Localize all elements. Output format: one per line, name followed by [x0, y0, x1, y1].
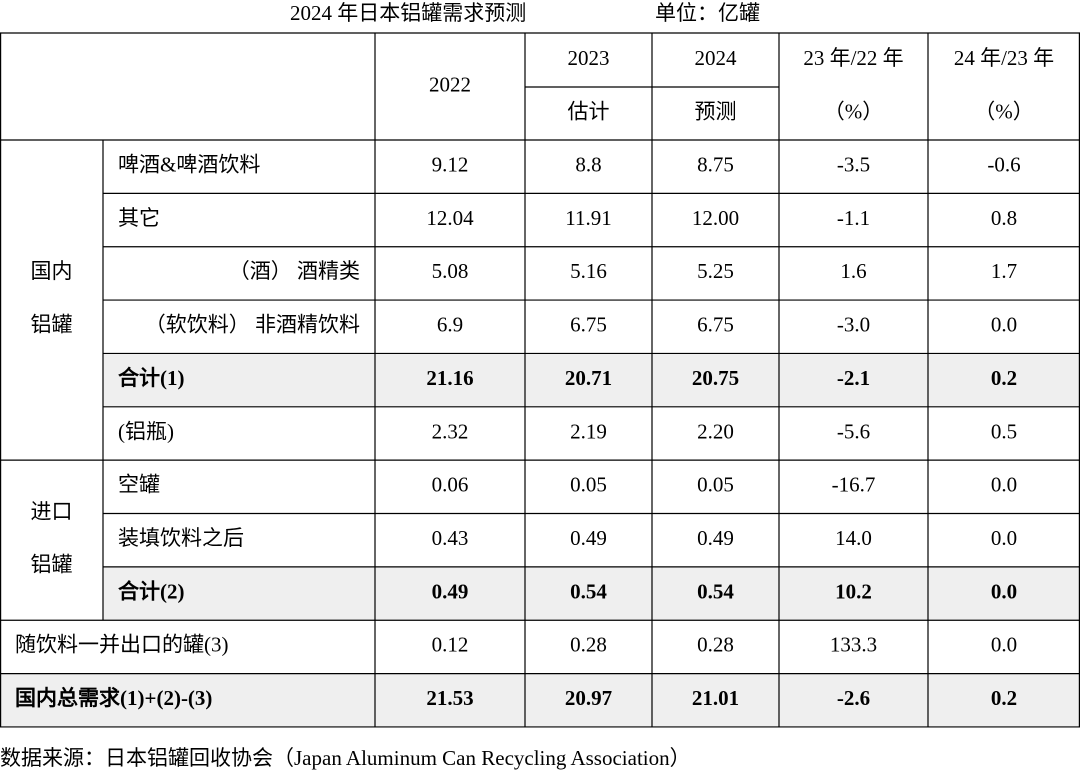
- cell: -2.1: [837, 366, 870, 390]
- cell: 0.0: [991, 526, 1017, 550]
- row-label: 啤酒&啤酒饮料: [118, 152, 260, 176]
- unit: 单位：亿罐: [655, 1, 760, 25]
- cell: 1.7: [991, 259, 1017, 283]
- column-header: （%）: [974, 99, 1034, 123]
- cell: 9.12: [432, 152, 469, 176]
- cell: 0.5: [991, 419, 1017, 443]
- row-label: 合计(1): [118, 366, 185, 390]
- cell: -0.6: [987, 152, 1020, 176]
- cell: 0.05: [570, 473, 607, 497]
- cell: 6.75: [697, 313, 734, 337]
- cell: 20.97: [565, 686, 612, 710]
- cell: 0.0: [991, 633, 1017, 657]
- row-label: 其它: [118, 206, 160, 230]
- cell: 20.75: [692, 366, 739, 390]
- row-label: （软饮料） 非酒精饮料: [145, 313, 360, 337]
- cell: 6.75: [570, 313, 607, 337]
- cell: 20.71: [565, 366, 612, 390]
- column-header: 24 年/23 年: [954, 46, 1054, 70]
- cell: -2.6: [837, 686, 870, 710]
- cell: 0.05: [697, 473, 734, 497]
- cell: 14.0: [835, 526, 872, 550]
- cell: 2.19: [570, 419, 607, 443]
- cell: -3.0: [837, 313, 870, 337]
- cell: 0.49: [570, 526, 607, 550]
- column-header: 2024: [695, 46, 738, 70]
- group-label: 铝罐: [31, 553, 73, 577]
- cell: -3.5: [837, 152, 870, 176]
- group-label: 铝罐: [31, 313, 73, 337]
- row-label: (铝瓶): [118, 419, 174, 443]
- group-label: 国内: [31, 259, 73, 283]
- cell: 0.28: [697, 633, 734, 657]
- cell: 10.2: [835, 579, 872, 603]
- cell: 0.0: [991, 579, 1017, 603]
- row-label: 空罐: [118, 473, 160, 497]
- group-label: 进口: [31, 499, 73, 523]
- cell: 5.16: [570, 259, 607, 283]
- column-header: 2022: [429, 72, 471, 96]
- cell: -16.7: [832, 473, 876, 497]
- cell: -1.1: [837, 206, 870, 230]
- cell: 0.12: [432, 633, 469, 657]
- cell: 0.54: [697, 579, 734, 603]
- cell: 6.9: [437, 313, 463, 337]
- row-label: 随饮料一并出口的罐(3): [15, 633, 229, 657]
- cell: 8.8: [575, 152, 601, 176]
- row-shade: [0, 673, 1080, 727]
- cell: 0.06: [432, 473, 469, 497]
- cell: 5.08: [432, 259, 469, 283]
- cell: 0.49: [432, 579, 469, 603]
- title: 2024 年日本铝罐需求预测: [290, 1, 526, 25]
- cell: 0.49: [697, 526, 734, 550]
- cell: 21.16: [426, 366, 473, 390]
- row-label: 国内总需求(1)+(2)-(3): [15, 686, 212, 710]
- cell: 0.43: [432, 526, 469, 550]
- cell: 11.91: [565, 206, 611, 230]
- cell: 21.01: [692, 686, 739, 710]
- cell: 21.53: [426, 686, 473, 710]
- column-header: 2023: [568, 46, 610, 70]
- cell: -5.6: [837, 419, 870, 443]
- cell: 0.2: [991, 366, 1017, 390]
- cell: 133.3: [830, 633, 877, 657]
- cell: 0.0: [991, 313, 1017, 337]
- cell: 0.54: [570, 579, 607, 603]
- row-label: 装填饮料之后: [118, 526, 244, 550]
- row-label: 合计(2): [118, 579, 185, 603]
- column-header: （%）: [824, 99, 884, 123]
- source: 数据来源：日本铝罐回收协会（Japan Aluminum Can Recycli…: [0, 746, 691, 770]
- column-header: 估计: [568, 99, 610, 123]
- cell: 12.00: [692, 206, 739, 230]
- cell: 0.0: [991, 473, 1017, 497]
- row-shade: [103, 566, 1080, 621]
- cell: 0.2: [991, 686, 1017, 710]
- cell: 12.04: [426, 206, 474, 230]
- column-header: 23 年/22 年: [803, 46, 903, 70]
- cell: 0.28: [570, 633, 607, 657]
- cell: 0.8: [991, 206, 1017, 230]
- cell: 5.25: [697, 259, 734, 283]
- row-label: （酒） 酒精类: [229, 259, 360, 283]
- cell: 8.75: [697, 152, 734, 176]
- column-header: 预测: [695, 99, 737, 123]
- cell: 2.20: [697, 419, 734, 443]
- cell: 1.6: [840, 259, 866, 283]
- row-shade: [103, 353, 1080, 407]
- cell: 2.32: [432, 419, 469, 443]
